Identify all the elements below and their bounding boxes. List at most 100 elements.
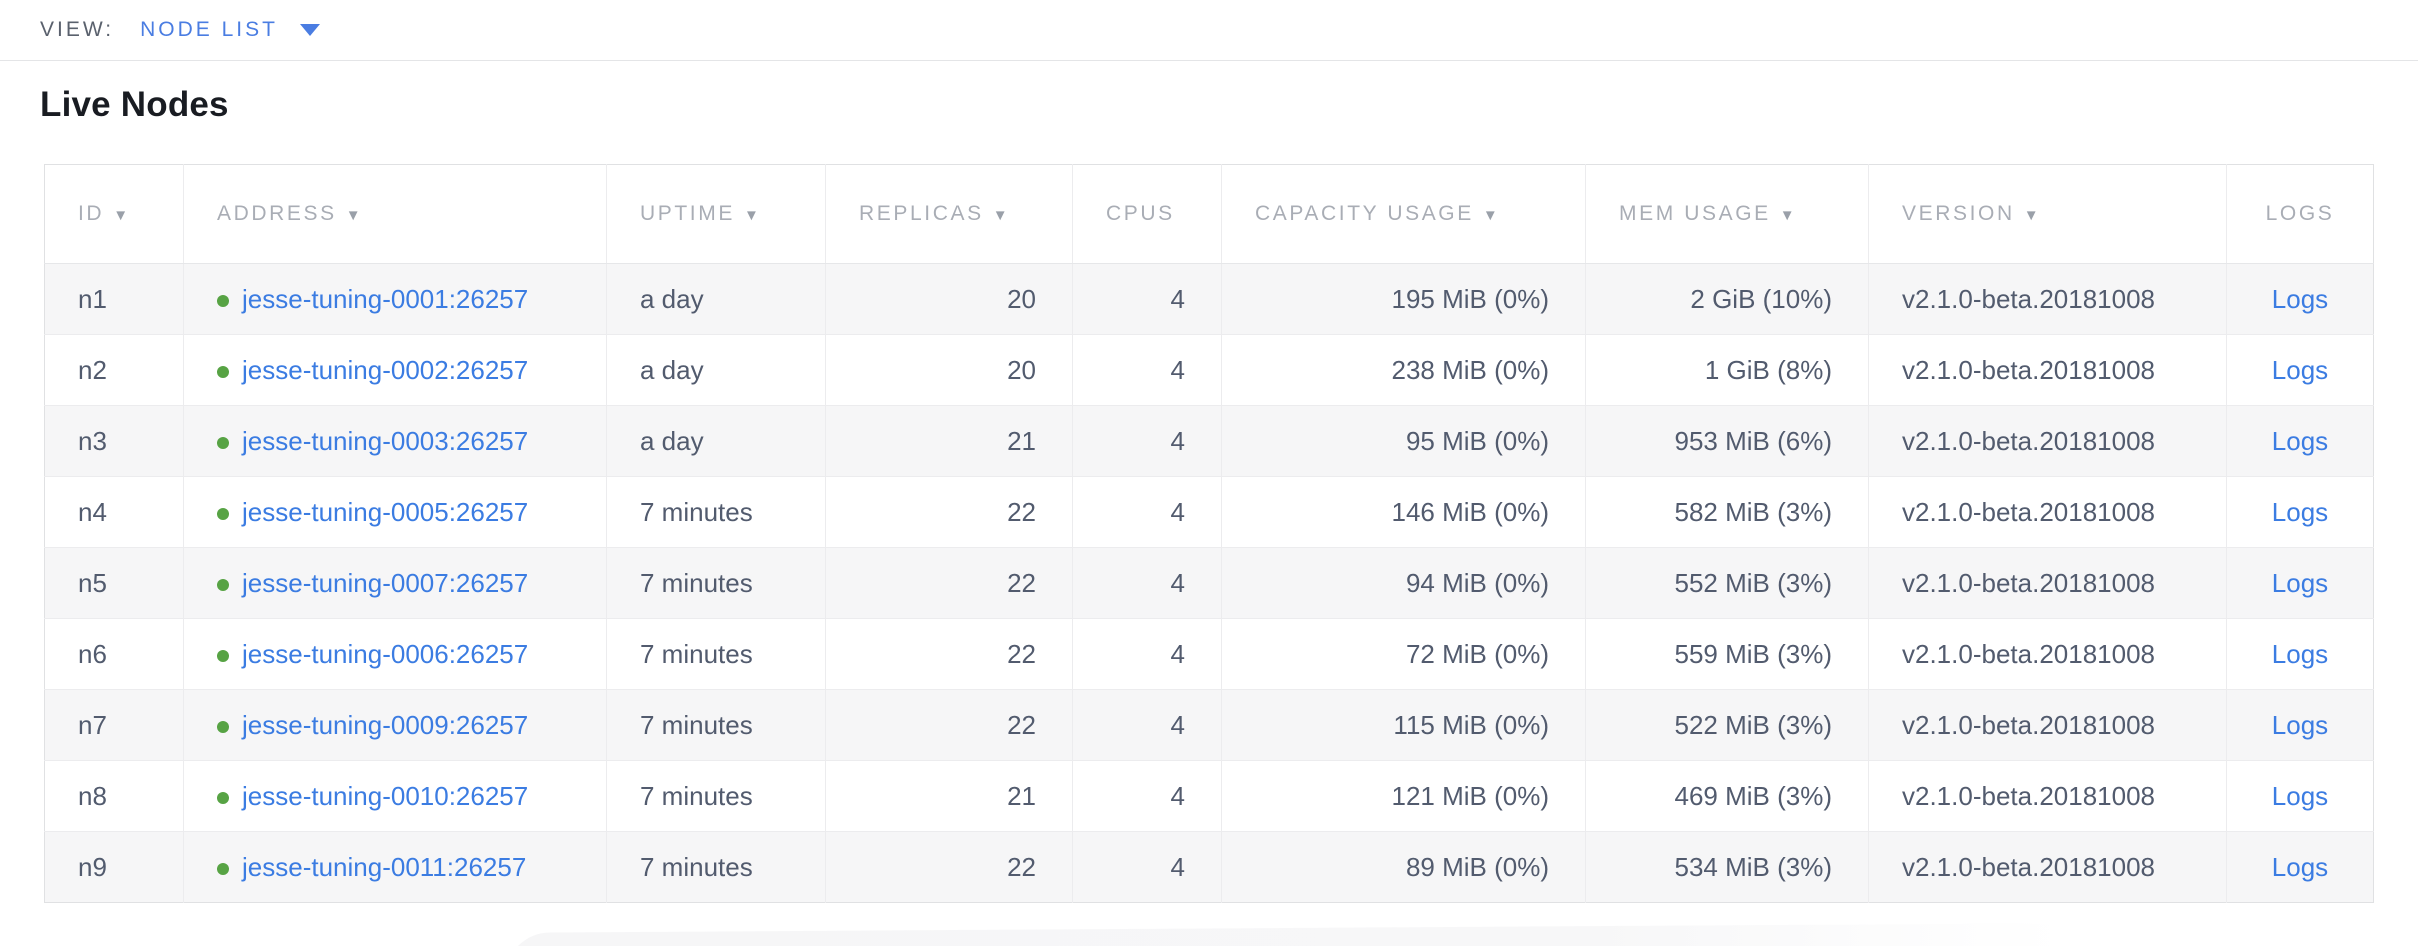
logs-link[interactable]: Logs <box>2271 780 2329 811</box>
node-live-status-icon <box>217 294 229 307</box>
node-address-link[interactable]: jesse-tuning-0002:26257 <box>242 354 529 385</box>
column-header-capacity[interactable]: CAPACITY USAGE ▼ <box>1221 164 1586 264</box>
cell-mem: 469 MiB (3%) <box>1585 760 1869 832</box>
cell-id: n4 <box>44 476 184 548</box>
cell-capacity: 146 MiB (0%) <box>1221 476 1586 548</box>
cell-uptime: a day <box>606 263 826 335</box>
cell-version: v2.1.0-beta.20181008 <box>1868 334 2227 406</box>
page-title: Live Nodes <box>40 85 229 124</box>
sort-desc-icon: ▼ <box>1482 207 1498 224</box>
cell-uptime: a day <box>606 334 826 406</box>
table-body: n1 jesse-tuning-0001:26257 a day 20 4 195 MiB… <box>44 263 2374 903</box>
logs-link[interactable]: Logs <box>2271 496 2329 527</box>
column-header-label: CAPACITY USAGE <box>1255 202 1474 225</box>
table-header-row: ID ▼ ADDRESS ▼ UPTIME ▼ REPLICAS ▼ CPUS CAPACITY … <box>44 164 2374 264</box>
node-address-link[interactable]: jesse-tuning-0011:26257 <box>242 851 527 882</box>
logs-link[interactable]: Logs <box>2271 567 2329 598</box>
column-header-label: VERSION <box>1902 202 2015 225</box>
live-nodes-table-container: ID ▼ ADDRESS ▼ UPTIME ▼ REPLICAS ▼ CPUS CAPACITY … <box>44 164 2374 903</box>
cell-capacity: 94 MiB (0%) <box>1221 547 1586 619</box>
logs-link[interactable]: Logs <box>2271 638 2329 669</box>
cell-version: v2.1.0-beta.20181008 <box>1868 760 2227 832</box>
cell-uptime: a day <box>606 405 826 477</box>
sort-desc-icon: ▼ <box>345 207 361 224</box>
cell-replicas: 22 <box>825 689 1073 761</box>
sort-desc-icon: ▼ <box>2023 207 2039 224</box>
table-row: n8 jesse-tuning-0010:26257 7 minutes 21 4 121… <box>44 760 2374 832</box>
cell-mem: 559 MiB (3%) <box>1585 618 1869 690</box>
view-selector-dropdown[interactable]: NODE LIST <box>140 18 320 42</box>
cell-id: n5 <box>44 547 184 619</box>
cell-address: jesse-tuning-0001:26257 <box>183 263 607 335</box>
cell-address: jesse-tuning-0005:26257 <box>183 476 607 548</box>
node-address-link[interactable]: jesse-tuning-0005:26257 <box>242 496 529 527</box>
table-row: n2 jesse-tuning-0002:26257 a day 20 4 238 MiB… <box>44 334 2374 406</box>
bottom-panel-shadow <box>504 923 2066 946</box>
node-address-link[interactable]: jesse-tuning-0010:26257 <box>242 780 529 811</box>
cell-uptime: 7 minutes <box>606 547 826 619</box>
sort-desc-icon: ▼ <box>992 207 1008 224</box>
logs-link[interactable]: Logs <box>2271 354 2329 385</box>
cell-mem: 552 MiB (3%) <box>1585 547 1869 619</box>
cell-address: jesse-tuning-0002:26257 <box>183 334 607 406</box>
cell-address: jesse-tuning-0010:26257 <box>183 760 607 832</box>
table-row: n9 jesse-tuning-0011:26257 7 minutes 22 4 89 … <box>44 831 2374 903</box>
column-header-label: MEM USAGE <box>1619 202 1771 225</box>
cell-uptime: 7 minutes <box>606 689 826 761</box>
view-label: VIEW: <box>40 18 115 41</box>
node-address-link[interactable]: jesse-tuning-0001:26257 <box>242 283 529 314</box>
cell-logs: Logs <box>2226 831 2374 903</box>
column-header-mem[interactable]: MEM USAGE ▼ <box>1585 164 1869 264</box>
node-address-link[interactable]: jesse-tuning-0009:26257 <box>242 709 529 740</box>
cell-logs: Logs <box>2226 547 2374 619</box>
cell-mem: 534 MiB (3%) <box>1585 831 1869 903</box>
cell-replicas: 20 <box>825 334 1073 406</box>
column-header-replicas[interactable]: REPLICAS ▼ <box>825 164 1073 264</box>
logs-link[interactable]: Logs <box>2271 851 2329 882</box>
cell-id: n3 <box>44 405 184 477</box>
node-live-status-icon <box>217 365 229 378</box>
logs-link[interactable]: Logs <box>2271 425 2329 456</box>
cell-logs: Logs <box>2226 689 2374 761</box>
column-header-label: CPUS <box>1106 202 1175 225</box>
cell-cpus: 4 <box>1072 334 1222 406</box>
column-header-label: ADDRESS <box>217 202 337 225</box>
cell-id: n9 <box>44 831 184 903</box>
node-address-link[interactable]: jesse-tuning-0003:26257 <box>242 425 529 456</box>
chevron-down-icon <box>299 24 320 36</box>
cell-uptime: 7 minutes <box>606 760 826 832</box>
column-header-label: ID <box>78 202 105 225</box>
cell-cpus: 4 <box>1072 831 1222 903</box>
node-address-link[interactable]: jesse-tuning-0007:26257 <box>242 567 529 598</box>
table-row: n1 jesse-tuning-0001:26257 a day 20 4 195 MiB… <box>44 263 2374 335</box>
node-live-status-icon <box>217 649 229 662</box>
logs-link[interactable]: Logs <box>2271 709 2329 740</box>
logs-link[interactable]: Logs <box>2271 283 2329 314</box>
cell-replicas: 22 <box>825 831 1073 903</box>
column-header-address[interactable]: ADDRESS ▼ <box>183 164 607 264</box>
column-header-uptime[interactable]: UPTIME ▼ <box>606 164 826 264</box>
cell-logs: Logs <box>2226 476 2374 548</box>
cell-cpus: 4 <box>1072 547 1222 619</box>
node-address-link[interactable]: jesse-tuning-0006:26257 <box>242 638 529 669</box>
cell-replicas: 22 <box>825 547 1073 619</box>
column-header-logs: LOGS <box>2226 164 2374 264</box>
cell-logs: Logs <box>2226 334 2374 406</box>
column-header-label: LOGS <box>2265 202 2335 225</box>
node-live-status-icon <box>217 436 229 449</box>
cell-address: jesse-tuning-0011:26257 <box>183 831 607 903</box>
column-header-id[interactable]: ID ▼ <box>44 164 184 264</box>
cell-capacity: 89 MiB (0%) <box>1221 831 1586 903</box>
table-row: n5 jesse-tuning-0007:26257 7 minutes 22 4 94 … <box>44 547 2374 619</box>
column-header-version[interactable]: VERSION ▼ <box>1868 164 2227 264</box>
cell-version: v2.1.0-beta.20181008 <box>1868 618 2227 690</box>
cell-capacity: 195 MiB (0%) <box>1221 263 1586 335</box>
cell-cpus: 4 <box>1072 760 1222 832</box>
cell-cpus: 4 <box>1072 405 1222 477</box>
node-live-status-icon <box>217 507 229 520</box>
view-bar: VIEW: NODE LIST <box>0 0 2418 61</box>
node-live-status-icon <box>217 862 229 875</box>
cell-version: v2.1.0-beta.20181008 <box>1868 263 2227 335</box>
table-row: n4 jesse-tuning-0005:26257 7 minutes 22 4 146… <box>44 476 2374 548</box>
table-header: ID ▼ ADDRESS ▼ UPTIME ▼ REPLICAS ▼ CPUS CAPACITY … <box>44 164 2374 264</box>
